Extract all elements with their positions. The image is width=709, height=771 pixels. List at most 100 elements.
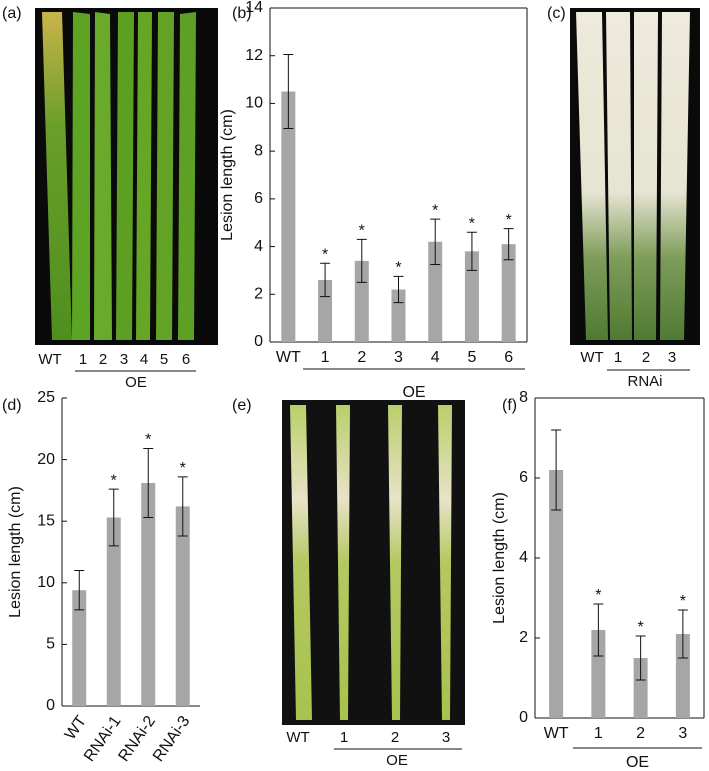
stem — [438, 405, 452, 720]
bar — [354, 260, 369, 342]
y-tick-label: 2 — [254, 286, 263, 303]
x-tick-label: 2 — [357, 349, 366, 366]
significance-mark: * — [180, 460, 186, 477]
error-bar — [74, 569, 85, 611]
panel-label: (c) — [547, 5, 566, 22]
x-tick-label: 6 — [504, 349, 513, 366]
photo-label: 1 — [79, 351, 87, 368]
photo-label: 3 — [442, 729, 450, 746]
photo-label: 2 — [99, 351, 107, 368]
bar — [281, 91, 296, 342]
error-bar — [503, 228, 514, 261]
photo-label: 1 — [614, 349, 622, 366]
error-bar — [635, 635, 646, 681]
error-bar — [177, 476, 188, 537]
group-label: OE — [626, 754, 649, 771]
x-tick-label: WT — [62, 713, 90, 743]
leaf — [116, 12, 134, 340]
error-bar — [551, 429, 562, 511]
y-tick-label: 2 — [519, 629, 528, 646]
x-tick-label: 1 — [321, 349, 330, 366]
panel-label: (b) — [232, 5, 252, 22]
leaf — [72, 12, 90, 340]
y-axis-label: Lesion length (cm) — [219, 109, 236, 241]
y-tick-label: 4 — [519, 549, 528, 566]
photo-label: WT — [286, 729, 309, 746]
bar — [633, 658, 648, 718]
y-tick-label: 20 — [37, 451, 55, 468]
significance-mark: * — [145, 432, 151, 449]
bar — [72, 590, 87, 706]
y-tick-label: 14 — [245, 0, 263, 16]
stem — [290, 405, 312, 720]
error-bar — [356, 238, 367, 283]
x-tick-label: 1 — [594, 725, 603, 742]
photo-label: 2 — [642, 349, 650, 366]
bar — [464, 251, 479, 342]
group-label: OE — [386, 752, 408, 769]
significance-mark: * — [359, 223, 365, 240]
photo-label: WT — [580, 349, 603, 366]
y-tick-label: 10 — [245, 95, 263, 112]
y-tick-label: 0 — [519, 709, 528, 726]
bar — [318, 279, 333, 342]
bar — [175, 506, 190, 706]
significance-mark: * — [322, 246, 328, 263]
photo-label: 4 — [140, 351, 148, 368]
x-tick-label: 3 — [678, 725, 687, 742]
error-bar — [466, 231, 477, 271]
error-bar — [108, 488, 119, 547]
y-tick-label: 8 — [519, 389, 528, 406]
bar — [141, 483, 156, 706]
significance-mark: * — [469, 215, 475, 232]
y-tick-label: 15 — [37, 512, 55, 529]
significance-mark: * — [680, 593, 686, 610]
group-label: OE — [402, 384, 425, 401]
y-tick-label: 6 — [519, 469, 528, 486]
leaf — [576, 12, 608, 340]
photo-label: 5 — [160, 351, 168, 368]
significance-mark: * — [506, 212, 512, 229]
panel-label: (f) — [502, 397, 517, 414]
significance-mark: * — [111, 472, 117, 489]
y-tick-label: 8 — [254, 142, 263, 159]
photo-label: 2 — [391, 729, 399, 746]
leaf — [156, 12, 174, 340]
leaf — [178, 12, 196, 340]
x-tick-label: 3 — [394, 349, 403, 366]
y-tick-label: 6 — [254, 190, 263, 207]
bar — [106, 517, 121, 706]
x-tick-label: 4 — [431, 349, 440, 366]
bar — [591, 630, 606, 718]
y-tick-label: 0 — [254, 333, 263, 350]
y-tick-label: 0 — [46, 697, 55, 714]
leaf — [660, 12, 690, 340]
photo-c — [570, 8, 700, 345]
y-tick-label: 4 — [254, 238, 263, 255]
panel-label: (d) — [2, 397, 22, 414]
photo-label: 1 — [340, 729, 348, 746]
x-tick-label: RNAi-3 — [150, 713, 194, 765]
photo-label: 6 — [182, 351, 190, 368]
photo-label: 3 — [120, 351, 128, 368]
significance-mark: * — [395, 260, 401, 277]
y-axis-label: Lesion length (cm) — [7, 486, 24, 618]
y-tick-label: 5 — [46, 636, 55, 653]
y-tick-label: 10 — [37, 574, 55, 591]
x-tick-label: WT — [544, 725, 569, 742]
error-bar — [430, 218, 441, 265]
panel-label: (e) — [232, 397, 252, 414]
x-tick-label: 5 — [467, 349, 476, 366]
photo-e — [282, 400, 465, 725]
x-tick-label: WT — [276, 349, 301, 366]
photo-label: WT — [38, 351, 61, 368]
bar — [501, 244, 516, 342]
y-axis-label: Lesion length (cm) — [491, 492, 508, 624]
error-bar — [283, 54, 294, 129]
leaf — [42, 12, 72, 340]
stem — [336, 405, 350, 720]
photo-label: 3 — [668, 349, 676, 366]
bar — [549, 470, 564, 718]
panel-label: (a) — [2, 5, 22, 22]
